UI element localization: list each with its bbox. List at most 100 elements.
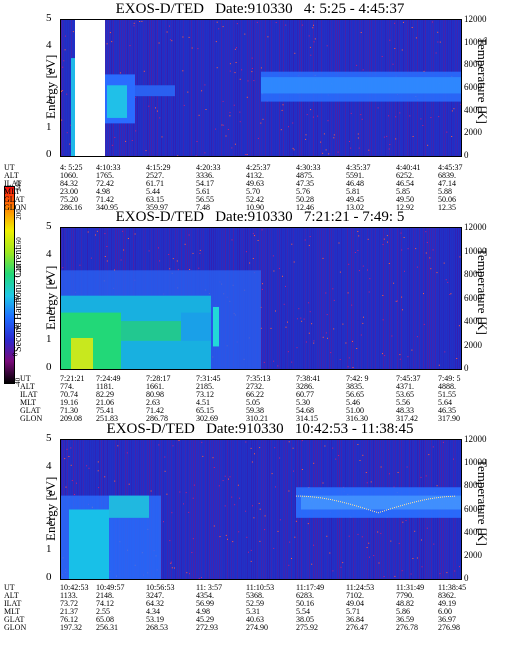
noise-streak bbox=[197, 20, 198, 156]
speckle bbox=[169, 39, 171, 41]
speckle bbox=[352, 340, 353, 342]
speckle bbox=[347, 292, 349, 294]
speckle bbox=[239, 121, 241, 123]
speckle bbox=[119, 72, 121, 74]
ephemeris-value: 10:42:53 bbox=[60, 583, 89, 592]
speckle bbox=[66, 448, 68, 450]
ephemeris-value: 275.92 bbox=[296, 623, 318, 632]
noise-streak bbox=[183, 20, 184, 156]
noise-streak bbox=[427, 228, 428, 369]
temperature-point bbox=[358, 506, 359, 508]
ephemeris-value: 46.35 bbox=[438, 406, 456, 415]
speckle bbox=[389, 144, 391, 145]
temperature-point bbox=[402, 504, 403, 506]
temperature-point bbox=[438, 497, 439, 498]
speckle bbox=[360, 32, 362, 33]
speckle bbox=[201, 441, 203, 443]
noise-streak bbox=[347, 228, 348, 369]
ephemeris-row-label: ALT bbox=[4, 171, 19, 180]
noise-streak bbox=[283, 440, 284, 579]
speckle bbox=[260, 122, 262, 124]
ephemeris-value: 268.53 bbox=[146, 623, 168, 632]
noise-streak bbox=[65, 20, 66, 156]
noise-streak bbox=[261, 228, 262, 369]
energy-tick-label: 5 bbox=[46, 432, 52, 444]
noise-streak bbox=[253, 20, 254, 156]
temperature-point bbox=[380, 511, 381, 513]
ephemeris-value: 74.12 bbox=[96, 599, 114, 608]
noise-streak bbox=[185, 20, 186, 156]
ephemeris-value: 84.32 bbox=[60, 179, 78, 188]
speckle bbox=[367, 269, 368, 271]
speckle bbox=[421, 566, 423, 568]
speckle bbox=[134, 233, 136, 235]
speckle bbox=[320, 141, 322, 143]
noise-streak bbox=[283, 228, 284, 369]
ephemeris-value: 5591. bbox=[346, 171, 364, 180]
noise-streak bbox=[231, 440, 232, 579]
temperature-tick-label: 8000 bbox=[464, 59, 482, 70]
ephemeris-value: 4371. bbox=[396, 382, 414, 391]
speckle bbox=[337, 151, 339, 153]
speckle bbox=[393, 282, 395, 284]
noise-streak bbox=[263, 440, 264, 579]
speckle bbox=[62, 267, 64, 269]
speckle bbox=[446, 572, 448, 574]
speckle bbox=[251, 68, 253, 69]
panel-2-spectrogram bbox=[60, 227, 462, 370]
speckle bbox=[394, 22, 396, 24]
noise-streak bbox=[339, 228, 340, 369]
speckle bbox=[231, 239, 233, 241]
speckle bbox=[204, 84, 206, 86]
temperature-point bbox=[452, 495, 453, 497]
speckle bbox=[155, 107, 156, 109]
speckle bbox=[285, 24, 287, 26]
noise-streak bbox=[393, 228, 394, 369]
ephemeris-value: 56.65 bbox=[346, 390, 364, 399]
temperature-tick-label: 2000 bbox=[464, 127, 482, 138]
ephemeris-value: 38.05 bbox=[296, 615, 314, 624]
speckle bbox=[429, 257, 431, 259]
speckle bbox=[172, 445, 174, 447]
speckle bbox=[356, 348, 358, 349]
speckle bbox=[158, 247, 159, 249]
speckle bbox=[425, 231, 427, 233]
noise-streak bbox=[435, 228, 436, 369]
speckle bbox=[292, 122, 294, 124]
speckle bbox=[215, 128, 217, 130]
noise-streak bbox=[309, 228, 310, 369]
ephemeris-value: 7.48 bbox=[196, 203, 210, 212]
speckle bbox=[205, 109, 207, 110]
speckle bbox=[212, 457, 214, 459]
noise-streak bbox=[349, 228, 350, 369]
speckle bbox=[425, 475, 427, 477]
ephemeris-value: 75.20 bbox=[60, 195, 78, 204]
speckle bbox=[308, 332, 310, 334]
noise-streak bbox=[183, 440, 184, 579]
speckle bbox=[317, 115, 319, 117]
speckle bbox=[170, 562, 172, 564]
noise-streak bbox=[443, 228, 444, 369]
speckle bbox=[183, 503, 184, 505]
speckle bbox=[438, 364, 440, 366]
energy-axis-label: Energy [eV] bbox=[43, 54, 58, 119]
speckle bbox=[382, 244, 384, 245]
speckle bbox=[90, 257, 92, 259]
speckle bbox=[305, 138, 307, 140]
speckle bbox=[236, 23, 238, 25]
temperature-point bbox=[360, 506, 361, 508]
speckle bbox=[235, 62, 237, 63]
energy-tick-label: 1 bbox=[46, 120, 52, 133]
speckle bbox=[143, 70, 145, 72]
ephemeris-value: 49.45 bbox=[346, 195, 364, 204]
speckle bbox=[222, 26, 224, 28]
speckle bbox=[145, 150, 147, 152]
speckle bbox=[380, 466, 382, 468]
noise-streak bbox=[247, 20, 248, 156]
ephemeris-value: 4:35:37 bbox=[346, 163, 371, 172]
noise-streak bbox=[179, 20, 180, 156]
noise-streak bbox=[259, 20, 260, 156]
noise-streak bbox=[321, 228, 322, 369]
speckle bbox=[293, 261, 295, 263]
noise-streak bbox=[293, 228, 294, 369]
